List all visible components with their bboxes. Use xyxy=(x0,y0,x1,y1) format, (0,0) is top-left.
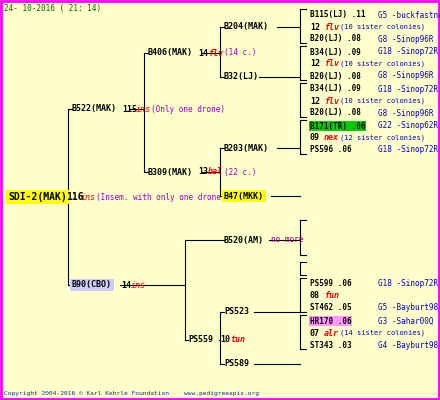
Text: B115(LJ) .11: B115(LJ) .11 xyxy=(310,10,366,20)
Text: B34(LJ) .09: B34(LJ) .09 xyxy=(310,48,361,56)
Text: 13: 13 xyxy=(198,168,208,176)
Text: 08: 08 xyxy=(310,292,320,300)
Text: (Insem. with only one drone): (Insem. with only one drone) xyxy=(96,192,225,202)
Text: nex: nex xyxy=(324,134,339,142)
Text: B34(LJ) .09: B34(LJ) .09 xyxy=(310,84,361,94)
Text: ins: ins xyxy=(81,192,96,202)
Text: 09: 09 xyxy=(310,134,320,142)
Text: B203(MAK): B203(MAK) xyxy=(224,144,269,152)
Text: B406(MAK): B406(MAK) xyxy=(148,48,193,58)
Text: ST343 .03: ST343 .03 xyxy=(310,340,352,350)
Text: G22 -Sinop62R: G22 -Sinop62R xyxy=(378,122,438,130)
Text: no more: no more xyxy=(271,236,303,244)
Text: 116: 116 xyxy=(66,192,84,202)
Text: Copyright 2004-2016 © Karl Kehrle Foundation    www.pedigreeapis.org: Copyright 2004-2016 © Karl Kehrle Founda… xyxy=(4,392,259,396)
Text: 24- 10-2016 ( 21: 14): 24- 10-2016 ( 21: 14) xyxy=(4,4,101,12)
Text: alr: alr xyxy=(324,328,339,338)
Text: bal: bal xyxy=(208,168,223,176)
Text: flv: flv xyxy=(324,22,339,32)
Text: SDI-2(MAK): SDI-2(MAK) xyxy=(8,192,67,202)
Text: 115: 115 xyxy=(122,104,137,114)
Text: G5 -buckfastno: G5 -buckfastno xyxy=(378,10,440,20)
Text: B47(MKK): B47(MKK) xyxy=(224,192,264,200)
Text: ins: ins xyxy=(131,280,146,290)
Text: PS596 .06: PS596 .06 xyxy=(310,146,352,154)
Text: G8 -Sinop96R: G8 -Sinop96R xyxy=(378,72,433,80)
Text: G8 -Sinop96R: G8 -Sinop96R xyxy=(378,34,433,44)
Text: G18 -Sinop72R: G18 -Sinop72R xyxy=(378,146,438,154)
Text: B32(LJ): B32(LJ) xyxy=(224,72,259,82)
Text: HR170 .06: HR170 .06 xyxy=(310,316,352,326)
Text: G18 -Sinop72R: G18 -Sinop72R xyxy=(378,48,438,56)
Text: (10 sister colonies): (10 sister colonies) xyxy=(340,24,425,30)
Text: 14: 14 xyxy=(198,48,208,58)
Text: B204(MAK): B204(MAK) xyxy=(224,22,269,32)
Text: G4 -Bayburt98-3: G4 -Bayburt98-3 xyxy=(378,340,440,350)
Text: B520(AM): B520(AM) xyxy=(224,236,264,244)
Text: 12: 12 xyxy=(310,96,320,106)
Text: B522(MAK): B522(MAK) xyxy=(72,104,117,114)
Text: B20(LJ) .08: B20(LJ) .08 xyxy=(310,72,361,80)
Text: (22 c.): (22 c.) xyxy=(224,168,257,176)
Text: fun: fun xyxy=(324,292,339,300)
Text: 10: 10 xyxy=(220,336,230,344)
Text: tun: tun xyxy=(230,336,245,344)
Text: B171(TR) .06: B171(TR) .06 xyxy=(310,122,366,130)
Text: G18 -Sinop72R: G18 -Sinop72R xyxy=(378,280,438,288)
Text: PS559: PS559 xyxy=(188,336,213,344)
Text: 07: 07 xyxy=(310,328,320,338)
Text: G18 -Sinop72R: G18 -Sinop72R xyxy=(378,84,438,94)
Text: B20(LJ) .08: B20(LJ) .08 xyxy=(310,108,361,118)
Text: G8 -Sinop96R: G8 -Sinop96R xyxy=(378,108,433,118)
Text: B20(LJ) .08: B20(LJ) .08 xyxy=(310,34,361,44)
Text: PS589: PS589 xyxy=(224,360,249,368)
Text: 12: 12 xyxy=(310,60,320,68)
Text: PS599 .06: PS599 .06 xyxy=(310,280,352,288)
Text: B90(CBO): B90(CBO) xyxy=(72,280,112,290)
Text: (10 sister colonies): (10 sister colonies) xyxy=(340,98,425,104)
Text: G5 -Bayburt98-3: G5 -Bayburt98-3 xyxy=(378,304,440,312)
Text: B309(MAK): B309(MAK) xyxy=(148,168,193,176)
Text: (10 sister colonies): (10 sister colonies) xyxy=(340,61,425,67)
Text: flv: flv xyxy=(324,96,339,106)
Text: (12 sister colonies): (12 sister colonies) xyxy=(340,135,425,141)
Text: flv: flv xyxy=(208,48,223,58)
Text: (14 sister colonies): (14 sister colonies) xyxy=(340,330,425,336)
Text: ins: ins xyxy=(136,104,151,114)
Text: flv: flv xyxy=(324,60,339,68)
Text: (Only one drone): (Only one drone) xyxy=(151,104,225,114)
Text: 14: 14 xyxy=(121,280,131,290)
Text: G3 -Sahar00Q: G3 -Sahar00Q xyxy=(378,316,433,326)
Text: (14 c.): (14 c.) xyxy=(224,48,257,58)
Text: PS523: PS523 xyxy=(224,308,249,316)
Text: ST462 .05: ST462 .05 xyxy=(310,304,352,312)
Text: 12: 12 xyxy=(310,22,320,32)
